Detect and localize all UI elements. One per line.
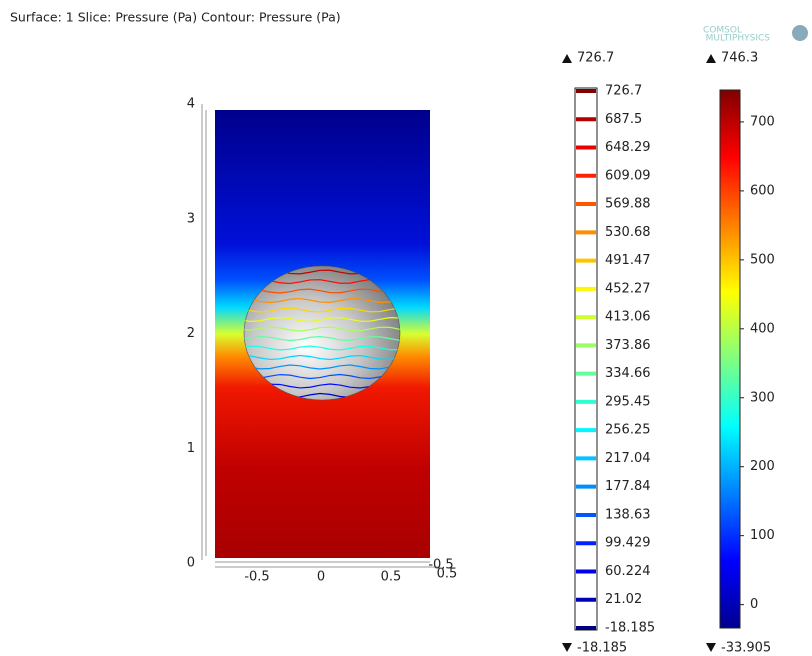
colorbar-tick-label: 700 [750,114,775,129]
z-tick-label: 1 [187,441,195,456]
z-tick-label: 4 [187,97,195,112]
colorbar [720,90,740,628]
contour-level-label: 530.68 [605,225,651,240]
contour-level-label: 99.429 [605,536,651,551]
surface-min: -33.905 [721,641,771,656]
contour-level-label: 413.06 [605,310,651,325]
x-tick-label: 0 [317,570,325,585]
colorbar-tick-label: 0 [750,597,758,612]
contour-level-label: 648.29 [605,140,651,155]
z-tick-label: 0 [187,556,195,571]
x-tick-label: -0.5 [244,570,269,585]
contour-level-label: 256.25 [605,423,651,438]
contour-max: 726.7 [577,51,614,66]
colorbar-tick-label: 300 [750,390,775,405]
contour-level-label: 687.5 [605,112,642,127]
plot-title: Surface: 1 Slice: Pressure (Pa) Contour:… [10,10,341,25]
min-marker [562,643,572,652]
y-tick-label: 0.5 [437,567,458,582]
colorbar-tick-label: 200 [750,459,775,474]
contour-level-label: 452.27 [605,281,651,296]
contour-level-label: 177.84 [605,479,651,494]
contour-level-label: 21.02 [605,592,642,607]
colorbar-tick-label: 600 [750,183,775,198]
contour-level-label: -18.185 [605,621,655,636]
colorbar-tick-label: 400 [750,321,775,336]
max-marker [562,54,572,63]
z-tick-label: 3 [187,211,195,226]
z-tick-label: 2 [187,326,195,341]
contour-level-label: 373.86 [605,338,651,353]
x-tick-label: 0.5 [381,570,402,585]
colorbar-tick-label: 100 [750,528,775,543]
logo-icon [792,25,808,41]
min-marker [706,643,716,652]
logo-text: MULTIPHYSICS [706,34,771,44]
max-marker [706,54,716,63]
contour-level-label: 60.224 [605,564,651,579]
contour-min: -18.185 [577,641,627,656]
contour-legend-box [575,88,597,630]
contour-level-label: 726.7 [605,84,642,99]
colorbar-tick-label: 500 [750,252,775,267]
surface-max: 746.3 [721,51,758,66]
plot-window: Surface: 1 Slice: Pressure (Pa) Contour:… [0,0,812,656]
contour-level-label: 295.45 [605,394,651,409]
contour-level-label: 138.63 [605,507,651,522]
contour-level-label: 609.09 [605,168,651,183]
contour-level-label: 334.66 [605,366,651,381]
contour-level-label: 491.47 [605,253,651,268]
contour-level-label: 569.88 [605,197,651,212]
contour-level-label: 217.04 [605,451,651,466]
